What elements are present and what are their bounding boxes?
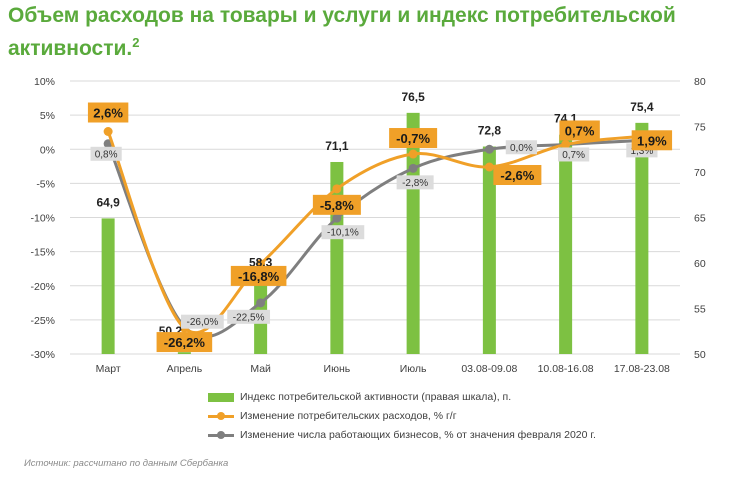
business-label-box [505,140,537,155]
y-left-tick-label: -5% [36,178,55,190]
bar [177,352,191,354]
legend-item-spending: Изменение потребительских расходов, % г/… [208,407,596,425]
business-value-label: -26,0% [187,317,219,328]
legend: Индекс потребительской активности (права… [208,388,596,445]
bar [101,218,115,354]
source-note: Источник: рассчитано по данным Сбербанка [24,458,229,469]
bar-value-label: 76,5 [401,90,425,104]
chart-title: Объем расходов на товары и услуги и инде… [8,4,676,60]
legend-label-spending: Изменение потребительских расходов, % г/… [240,410,457,422]
y-left-tick-label: 5% [40,110,55,122]
x-tick-label: 17.08-23.08 [614,363,670,375]
business-value-label: -2,8% [402,178,428,189]
spending-label-box [230,265,287,286]
legend-item-business: Изменение числа работающих бизнесов, % о… [208,426,596,444]
spending-value-label: 0,7% [565,123,595,138]
legend-swatch-bar [208,392,234,402]
legend-swatch-orange [208,409,234,423]
spending-point [332,184,342,194]
bar [482,146,496,354]
business-value-label: 0,0% [510,143,533,154]
business-label-box [180,314,224,329]
y-left-tick-label: -10% [30,213,55,225]
bar-value-label: 64,9 [96,195,120,209]
legend-label-index: Индекс потребительской активности (права… [240,391,512,403]
x-tick-label: Апрель [167,363,203,375]
business-value-label: 0,7% [562,150,585,161]
bar [406,112,420,354]
y-right-tick-label: 50 [694,349,706,361]
spending-label-box [312,194,361,215]
y-right-tick-label: 80 [694,76,706,88]
spending-label-box [87,102,129,123]
business-label-box [90,146,122,161]
business-point [484,144,494,154]
spending-point [561,139,571,149]
spending-value-label: -5,8% [320,198,354,213]
spending-value-label: -2,6% [500,168,534,183]
spending-label-box [631,130,673,151]
spending-value-label: -0,7% [396,131,430,146]
spending-value-label: 1,9% [637,133,667,148]
spending-label-box [389,128,438,149]
spending-label-box [493,164,542,185]
y-left-tick-label: 0% [40,144,55,156]
x-tick-label: 03.08-09.08 [461,363,517,375]
bar-value-label: 75,4 [630,100,654,114]
bar [559,134,573,354]
x-tick-label: 10.08-16.08 [538,363,594,375]
y-left-tick-label: -20% [30,281,55,293]
y-right-tick-label: 65 [694,213,706,225]
spending-value-label: -16,8% [238,269,280,284]
business-point [408,163,418,173]
y-right-tick-label: 55 [694,304,706,316]
spending-point [408,149,418,159]
x-tick-label: Июль [400,363,427,375]
legend-label-business: Изменение числа работающих бизнесов, % о… [240,429,596,441]
y-left-tick-label: -15% [30,247,55,259]
x-tick-label: Март [96,363,121,375]
business-value-label: -10,1% [327,228,359,239]
x-tick-label: Июнь [324,363,351,375]
business-label-box [227,309,271,324]
business-label-box [396,175,434,190]
spending-point [103,127,113,137]
business-label-box [321,225,365,240]
legend-swatch-grey [208,428,234,442]
y-left-tick-label: 10% [34,76,55,88]
spending-label-box [559,120,600,141]
spending-value-label: -26,2% [164,335,206,350]
business-label-box [558,147,590,162]
business-value-label: 1,3% [630,146,653,157]
x-tick-label: Май [250,363,271,375]
y-left-tick-label: -30% [30,349,55,361]
legend-item-index: Индекс потребительской активности (права… [208,388,596,406]
bar-value-label: 71,1 [325,139,349,153]
y-left-tick-label: -25% [30,315,55,327]
y-right-tick-label: 60 [694,258,706,270]
business-value-label: 0,8% [95,149,118,160]
business-value-label: -22,5% [233,312,265,323]
spending-label-box [156,332,213,353]
business-point [256,298,266,308]
spending-value-label: 2,6% [93,106,123,121]
business-point [332,213,342,223]
y-right-tick-label: 70 [694,167,706,179]
bar [635,122,649,354]
spending-line [106,130,643,335]
bar-value-label: 72,8 [478,124,502,138]
spending-point [484,162,494,172]
y-right-tick-label: 75 [694,122,706,134]
